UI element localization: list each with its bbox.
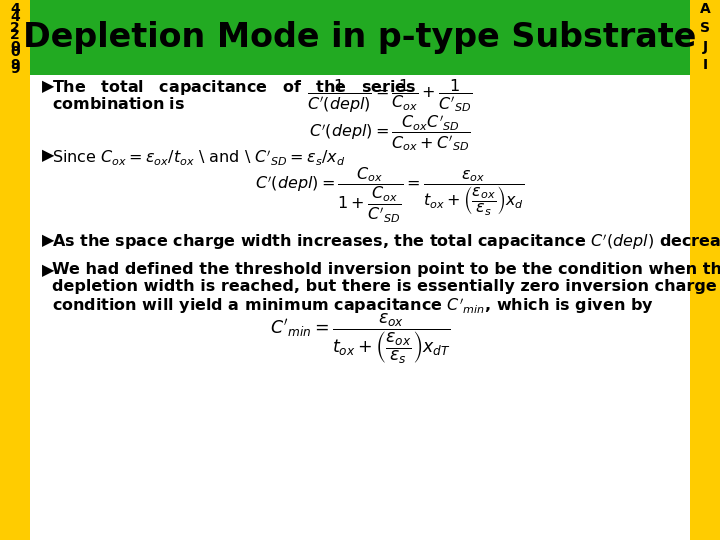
Bar — [0, 0, 30, 540]
Text: 9: 9 — [10, 62, 20, 76]
Text: $\blacktriangleright$: $\blacktriangleright$ — [38, 232, 55, 249]
Text: J: J — [702, 39, 708, 53]
Text: $\blacktriangleright$: $\blacktriangleright$ — [38, 78, 55, 95]
Text: Since $C_{ox}{=}\varepsilon_{ox}/t_{ox}$ \ and \ $C'_{SD}{=}\varepsilon_s/x_d$: Since $C_{ox}{=}\varepsilon_{ox}/t_{ox}$… — [52, 147, 346, 167]
Text: $C'(depl) = \dfrac{C_{ox}}{1+\dfrac{C_{ox}}{C'_{SD}}} = \dfrac{\varepsilon_{ox}}: $C'(depl) = \dfrac{C_{ox}}{1+\dfrac{C_{o… — [256, 166, 525, 225]
Text: A: A — [700, 2, 710, 16]
Text: depletion width is reached, but there is essentially zero inversion charge densi: depletion width is reached, but there is… — [52, 279, 720, 294]
Text: I: I — [702, 58, 708, 72]
Text: $\dfrac{1}{C'(depl)} = \dfrac{1}{C_{ox}} + \dfrac{1}{C'_{SD}}$: $\dfrac{1}{C'(depl)} = \dfrac{1}{C_{ox}}… — [307, 78, 473, 116]
Text: As the space charge width increases, the total capacitance $C'(\mathit{depl})$ d: As the space charge width increases, the… — [52, 232, 720, 252]
Text: $\blacktriangleright$: $\blacktriangleright$ — [38, 147, 55, 164]
Text: $C'(depl) = \dfrac{C_{ox}C'_{SD}}{C_{ox}+C'_{SD}}$: $C'(depl) = \dfrac{C_{ox}C'_{SD}}{C_{ox}… — [310, 112, 471, 153]
Bar — [0, 0, 720, 75]
Bar — [690, 0, 720, 540]
Text: 9: 9 — [10, 58, 20, 72]
Text: $\blacktriangleright$: $\blacktriangleright$ — [38, 262, 55, 279]
Text: $\mathbf{combination\ is}$: $\mathbf{combination\ is}$ — [52, 96, 185, 112]
Text: 2: 2 — [10, 21, 20, 35]
Text: condition will yield a minimum capacitance $C'_{\mathit{min}}$, which is given b: condition will yield a minimum capacitan… — [52, 296, 654, 316]
Text: S: S — [700, 21, 710, 35]
Text: 0: 0 — [10, 39, 20, 53]
Text: Depletion Mode in p-type Substrate: Depletion Mode in p-type Substrate — [23, 21, 697, 54]
Text: 2: 2 — [10, 28, 20, 42]
Text: $\mathbf{The\ \ \ total\ \ \ capacitance\ \ \ of\ \ \ the\ \ \ series}$: $\mathbf{The\ \ \ total\ \ \ capacitance… — [52, 78, 417, 97]
Text: 0: 0 — [10, 45, 20, 59]
Text: 4: 4 — [10, 2, 20, 16]
Text: We had defined the threshold inversion point to be the condition when the maximu: We had defined the threshold inversion p… — [52, 262, 720, 277]
Text: 4: 4 — [10, 10, 20, 24]
Text: $C'_{min} = \dfrac{\varepsilon_{ox}}{t_{ox}+\left(\dfrac{\varepsilon_{ox}}{\vare: $C'_{min} = \dfrac{\varepsilon_{ox}}{t_{… — [270, 312, 450, 367]
